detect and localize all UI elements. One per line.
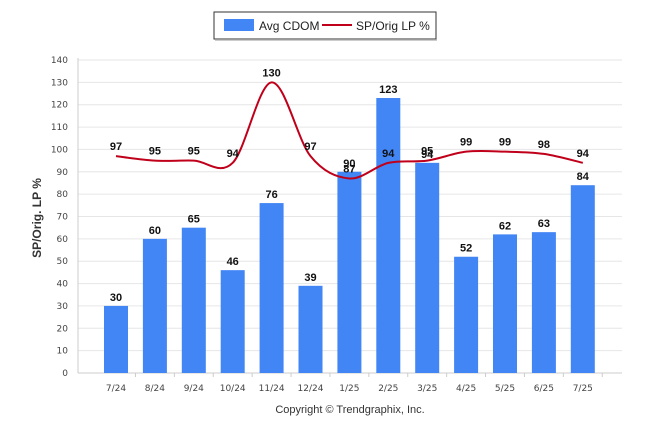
x-tick-label: 3/25 xyxy=(417,384,437,394)
bar-avg-cdom xyxy=(337,171,362,373)
bar-avg-cdom xyxy=(531,232,556,373)
y-tick-label: 80 xyxy=(57,190,69,200)
line-value-label: 95 xyxy=(421,146,433,158)
x-tick-label: 12/24 xyxy=(298,384,324,394)
bar-avg-cdom xyxy=(570,185,595,373)
x-tick-label: 6/25 xyxy=(534,384,554,394)
y-tick-label: 50 xyxy=(57,257,69,267)
y-tick-label: 110 xyxy=(51,123,68,133)
legend: Avg CDOM SP/Orig LP % xyxy=(213,11,437,41)
y-tick-label: 10 xyxy=(57,347,69,357)
line-value-label: 130 xyxy=(262,67,280,79)
legend-swatch-avg-cdom xyxy=(224,19,254,31)
y-tick-label: 130 xyxy=(51,78,68,88)
bar-series-avg-cdom xyxy=(104,98,595,373)
y-tick-label: 0 xyxy=(62,369,68,379)
bar-value-label: 63 xyxy=(538,218,550,230)
x-tick-label: 4/25 xyxy=(456,384,476,394)
legend-label-avg-cdom: Avg CDOM xyxy=(259,19,319,33)
copyright-credit: Copyright © Trendgraphix, Inc. xyxy=(275,404,424,416)
line-value-label: 97 xyxy=(110,141,122,153)
y-tick-label: 30 xyxy=(57,302,69,312)
bar-value-label: 39 xyxy=(304,272,316,284)
bar-avg-cdom xyxy=(493,234,517,373)
bar-value-label: 30 xyxy=(110,292,122,304)
bar-value-label: 123 xyxy=(379,84,397,96)
line-value-label: 99 xyxy=(460,137,472,149)
line-series-sp-orig-lp xyxy=(115,81,584,180)
line-value-label: 94 xyxy=(382,148,395,160)
bar-value-label: 62 xyxy=(499,220,511,232)
y-tick-label: 90 xyxy=(57,168,69,178)
bar-value-label: 76 xyxy=(265,189,277,201)
x-tick-label: 7/25 xyxy=(573,384,593,394)
y-tick-label: 60 xyxy=(57,235,69,245)
axes: 0 10 20 30 40 50 60 70 80 90 100 110 120 130 140 7/24 8/… xyxy=(51,56,622,394)
x-tick-label: 2/25 xyxy=(378,384,398,394)
line-value-label: 87 xyxy=(343,163,355,175)
line-value-label: 94 xyxy=(227,148,240,160)
bar-avg-cdom xyxy=(415,162,440,373)
bar-value-label: 84 xyxy=(577,171,590,183)
x-tick-label: 11/24 xyxy=(259,384,285,394)
y-tick-label: 140 xyxy=(51,56,68,66)
bar-avg-cdom xyxy=(104,305,128,373)
y-tick-label: 40 xyxy=(57,280,69,290)
x-tick-label: 1/25 xyxy=(339,384,359,394)
line-value-label: 95 xyxy=(188,146,200,158)
x-tick-label: 7/24 xyxy=(106,384,126,394)
bar-value-label: 65 xyxy=(188,214,200,226)
line-value-label: 98 xyxy=(538,139,550,151)
x-tick-label: 10/24 xyxy=(220,384,246,394)
line-value-label: 95 xyxy=(149,146,161,158)
bar-value-label: 94 xyxy=(421,149,434,161)
bar-avg-cdom xyxy=(181,227,206,373)
legend-label-sp-orig-lp: SP/Orig LP % xyxy=(356,19,430,33)
y-tick-label: 70 xyxy=(57,213,69,223)
line-sp-orig-lp xyxy=(115,81,584,180)
x-tick-label: 5/25 xyxy=(495,384,515,394)
bar-avg-cdom xyxy=(298,285,323,373)
y-axis-title: SP/Orig. LP % xyxy=(30,178,44,258)
bar-value-label: 90 xyxy=(343,158,355,170)
y-tick-label: 120 xyxy=(51,101,68,111)
x-tick-label: 8/24 xyxy=(145,384,165,394)
bar-avg-cdom xyxy=(142,238,167,373)
bar-avg-cdom xyxy=(376,98,401,373)
line-value-label: 94 xyxy=(577,148,590,160)
x-tick-label: 9/24 xyxy=(184,384,204,394)
bar-avg-cdom xyxy=(454,256,479,373)
bar-value-label: 60 xyxy=(149,225,161,237)
line-value-label: 97 xyxy=(304,141,316,153)
y-tick-label: 100 xyxy=(51,145,68,155)
bar-avg-cdom xyxy=(259,203,284,373)
y-tick-label: 20 xyxy=(57,324,69,334)
bar-avg-cdom xyxy=(220,270,245,373)
bar-value-label: 46 xyxy=(227,256,239,268)
bar-value-label: 52 xyxy=(460,243,472,255)
line-value-label: 99 xyxy=(499,137,511,149)
